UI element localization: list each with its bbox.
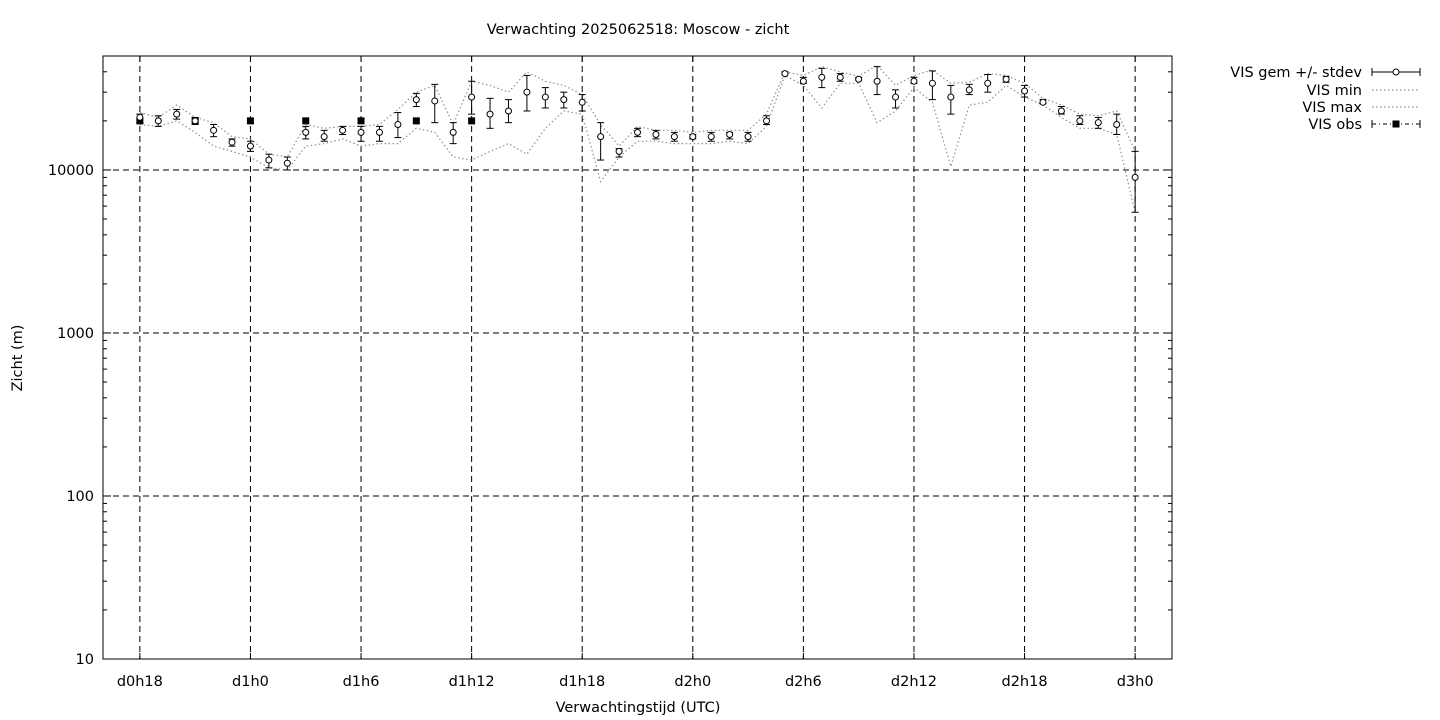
mean-point — [1131, 173, 1139, 181]
plot-frame — [102, 55, 1173, 660]
mean-point — [652, 130, 660, 138]
x-tick-label: d1h18 — [559, 674, 605, 690]
mean-point — [689, 133, 697, 141]
mean-point — [1039, 98, 1047, 106]
mean-point — [1002, 75, 1010, 83]
mean-point — [431, 97, 439, 105]
mean-point — [560, 96, 568, 104]
legend-label: VIS max — [1302, 100, 1362, 116]
mean-point — [302, 128, 310, 136]
mean-point — [1021, 87, 1029, 95]
legend-swatch — [1392, 68, 1400, 76]
mean-point — [707, 133, 715, 141]
series-vis-min-line — [139, 74, 1136, 213]
legend-label: VIS obs — [1308, 117, 1362, 133]
x-tick-label: d2h0 — [674, 674, 711, 690]
mean-point — [1057, 107, 1065, 115]
grid-layer — [103, 56, 1172, 659]
obs-point — [412, 117, 420, 125]
legend-swatch — [1392, 120, 1400, 128]
mean-point — [781, 70, 789, 78]
y-tick-label: 10000 — [48, 163, 94, 179]
mean-point — [892, 93, 900, 101]
y-axis-label: Zicht (m) — [10, 325, 26, 392]
mean-point — [339, 126, 347, 134]
mean-point — [855, 75, 863, 83]
mean-point — [928, 79, 936, 87]
mean-point — [541, 93, 549, 101]
x-tick-label: d1h0 — [232, 674, 269, 690]
mean-point — [910, 77, 918, 85]
mean-point — [965, 86, 973, 94]
series-vis-max-line — [139, 64, 1136, 158]
x-tick-label: d3h0 — [1117, 674, 1154, 690]
mean-point — [504, 107, 512, 115]
mean-point — [597, 133, 605, 141]
mean-point — [744, 133, 752, 141]
mean-point — [486, 110, 494, 118]
mean-point — [523, 88, 531, 96]
x-tick-label: d1h6 — [343, 674, 380, 690]
series-layer — [136, 64, 1139, 213]
chart-title: Verwachting 2025062518: Moscow - zicht — [487, 22, 790, 38]
axes-layer: d0h18 d1h0 d1h6 d1h12 d1h18 d2h0 d2h6 d2h12 d2h1… — [48, 55, 1173, 690]
y-tick-label: 1000 — [57, 326, 94, 342]
mean-point — [283, 159, 291, 167]
mean-point — [947, 93, 955, 101]
legend-label: VIS gem +/- stdev — [1230, 65, 1362, 81]
mean-point — [634, 128, 641, 136]
mean-point — [799, 77, 807, 85]
mean-point — [154, 117, 162, 125]
mean-point — [265, 156, 273, 164]
mean-point — [412, 96, 420, 104]
x-tick-label: d2h12 — [891, 674, 937, 690]
mean-point — [578, 98, 586, 106]
mean-point — [818, 73, 826, 81]
obs-point — [302, 117, 310, 125]
mean-point — [726, 130, 734, 138]
legend-label: VIS min — [1307, 83, 1362, 99]
mean-point — [136, 113, 144, 121]
y-tick-label: 10 — [76, 652, 94, 668]
mean-point — [468, 93, 476, 101]
mean-point — [246, 142, 254, 150]
mean-point — [670, 133, 678, 141]
mean-point — [873, 77, 881, 85]
y-tick-label: 100 — [66, 489, 94, 505]
mean-point — [191, 117, 199, 125]
mean-point — [1094, 119, 1102, 127]
mean-point — [173, 110, 181, 118]
mean-point — [1076, 117, 1084, 125]
mean-point — [357, 128, 365, 136]
obs-point — [357, 117, 365, 125]
x-axis-label: Verwachtingstijd (UTC) — [556, 700, 721, 716]
mean-point — [1113, 121, 1121, 129]
mean-point — [763, 117, 771, 125]
mean-point — [449, 128, 457, 136]
mean-point — [375, 128, 383, 136]
x-tick-label: d2h6 — [785, 674, 822, 690]
mean-point — [320, 133, 328, 141]
x-tick-label: d0h18 — [117, 674, 163, 690]
mean-point — [984, 79, 992, 87]
obs-point — [468, 117, 476, 125]
x-tick-label: d1h12 — [449, 674, 495, 690]
x-tick-label: d2h18 — [1002, 674, 1048, 690]
mean-point — [394, 121, 402, 129]
obs-point — [246, 117, 254, 125]
mean-point — [836, 73, 844, 81]
mean-point — [615, 147, 623, 155]
mean-point — [210, 126, 218, 134]
mean-point — [228, 138, 236, 146]
